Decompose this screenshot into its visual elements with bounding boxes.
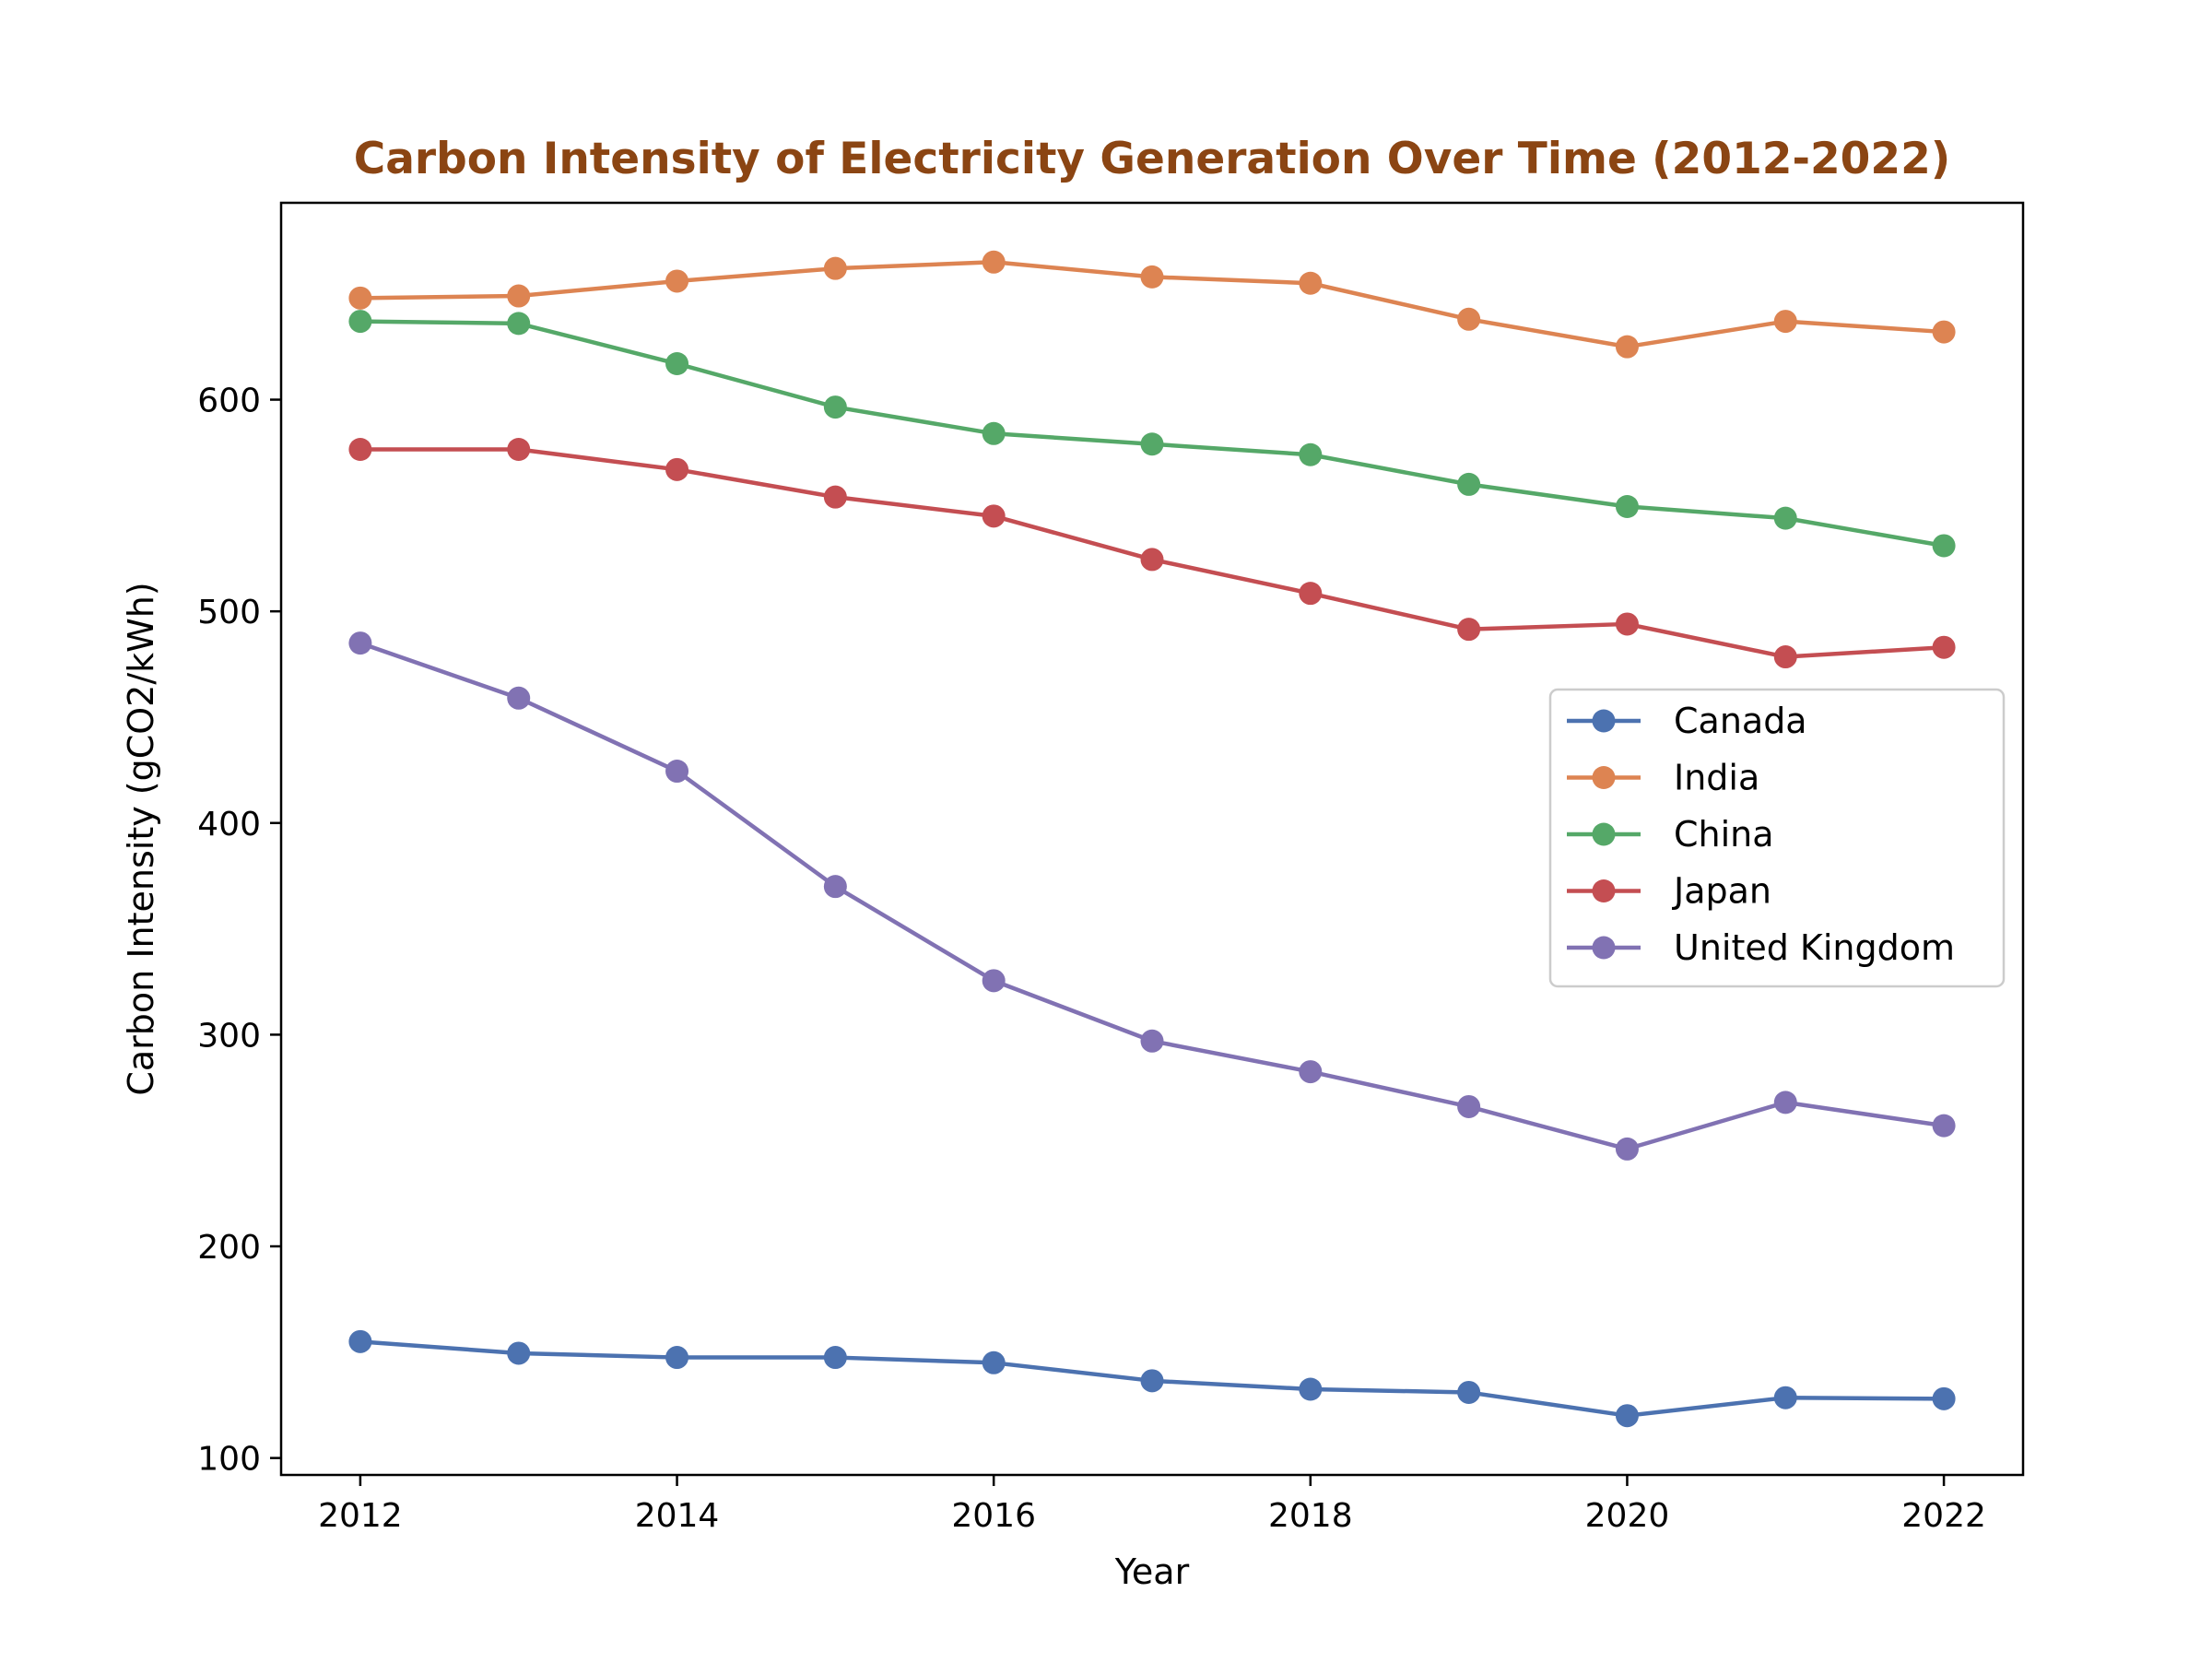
data-point-india [348,286,372,310]
data-point-china [665,352,689,376]
data-point-japan [1932,635,1956,659]
data-point-china [1457,472,1481,496]
data-point-united-kingdom [507,686,531,710]
data-point-japan [1140,548,1164,572]
data-point-japan [348,438,372,462]
data-point-united-kingdom [665,760,689,784]
legend-item-canada: Canada [1567,701,1807,741]
data-point-canada [1773,1386,1797,1409]
series-india [348,250,1956,359]
data-point-japan [1615,612,1639,636]
data-point-japan [1299,582,1323,606]
legend-label: Japan [1672,871,1771,912]
series-japan [348,438,1956,669]
data-point-china [1140,432,1164,456]
data-point-united-kingdom [348,631,372,655]
data-point-india [1932,320,1956,344]
data-point-united-kingdom [1299,1060,1323,1084]
data-point-united-kingdom [1457,1094,1481,1118]
data-point-canada [507,1341,531,1365]
plot-series [348,250,1956,1428]
y-tick-label: 400 [197,806,261,843]
data-point-japan [507,438,531,462]
data-point-united-kingdom [1932,1114,1956,1138]
plot-area-frame [279,201,2025,1477]
chart-title: Carbon Intensity of Electricity Generati… [354,134,1951,184]
x-tick-label: 2012 [318,1497,403,1535]
y-tick-label: 300 [197,1017,261,1055]
data-point-india [507,284,531,308]
x-axis-label: Year [1114,1551,1190,1592]
data-point-canada [1615,1404,1639,1428]
y-tick-label: 100 [197,1441,261,1479]
data-point-india [1140,265,1164,289]
x-tick-label: 2014 [635,1497,720,1535]
data-point-canada [982,1350,1006,1374]
data-point-united-kingdom [982,969,1006,993]
data-point-united-kingdom [823,875,847,899]
data-point-india [982,250,1006,274]
legend-item-china: China [1567,814,1774,855]
legend-item-japan: Japan [1567,871,1771,912]
y-axis-ticks: 100 200 300 400 500 600 [197,383,281,1479]
data-point-canada [1299,1377,1323,1401]
y-tick-label: 200 [197,1229,261,1267]
data-point-india [1457,307,1481,331]
data-point-japan [823,485,847,509]
data-point-united-kingdom [1773,1091,1797,1115]
legend-marker [1592,936,1616,960]
legend-item-united-kingdom: United Kingdom [1567,927,1955,968]
data-point-united-kingdom [1615,1137,1639,1161]
data-point-india [1773,310,1797,334]
data-point-canada [1457,1380,1481,1404]
data-point-india [1615,335,1639,359]
x-tick-label: 2020 [1585,1497,1670,1535]
series-china [348,310,1956,558]
data-point-canada [1932,1386,1956,1410]
y-tick-label: 500 [197,594,261,631]
y-tick-label: 600 [197,383,261,420]
data-point-canada [1140,1369,1164,1393]
data-point-china [1773,506,1797,530]
y-axis-label: Carbon Intensity (gCO2/kWh) [121,582,161,1095]
legend-label: United Kingdom [1674,927,1955,968]
data-point-canada [665,1346,689,1370]
legend-item-india: India [1567,758,1759,798]
x-tick-label: 2016 [951,1497,1036,1535]
legend-box [1548,688,2006,988]
data-point-canada [348,1329,372,1353]
data-point-china [507,312,531,336]
data-point-china [982,421,1006,445]
legend-label: India [1674,758,1759,798]
legend-marker [1592,709,1616,733]
data-point-japan [1457,618,1481,642]
data-point-india [1299,271,1323,295]
data-point-china [1615,495,1639,519]
x-tick-label: 2018 [1268,1497,1353,1535]
legend-marker [1592,822,1616,846]
data-point-china [823,395,847,419]
data-point-india [823,256,847,280]
data-point-china [348,310,372,334]
series-united-kingdom [348,631,1956,1161]
data-point-china [1299,442,1323,466]
legend-marker [1592,766,1616,789]
x-axis-ticks: 2012 2014 2016 2018 2020 2022 [318,1475,1986,1535]
legend-label: Canada [1674,701,1807,741]
data-point-china [1932,534,1956,558]
data-point-india [665,269,689,293]
data-point-japan [1773,645,1797,669]
series-canada [348,1329,1956,1428]
data-point-japan [665,457,689,481]
legend: Canada India China Japan United Kingdom [1548,688,2006,988]
x-tick-label: 2022 [1901,1497,1986,1535]
data-point-japan [982,504,1006,528]
data-point-canada [823,1346,847,1370]
legend-items: Canada India China Japan United Kingdom [1567,701,1955,968]
legend-marker [1592,879,1616,902]
data-point-united-kingdom [1140,1029,1164,1053]
legend-label: China [1674,814,1774,855]
